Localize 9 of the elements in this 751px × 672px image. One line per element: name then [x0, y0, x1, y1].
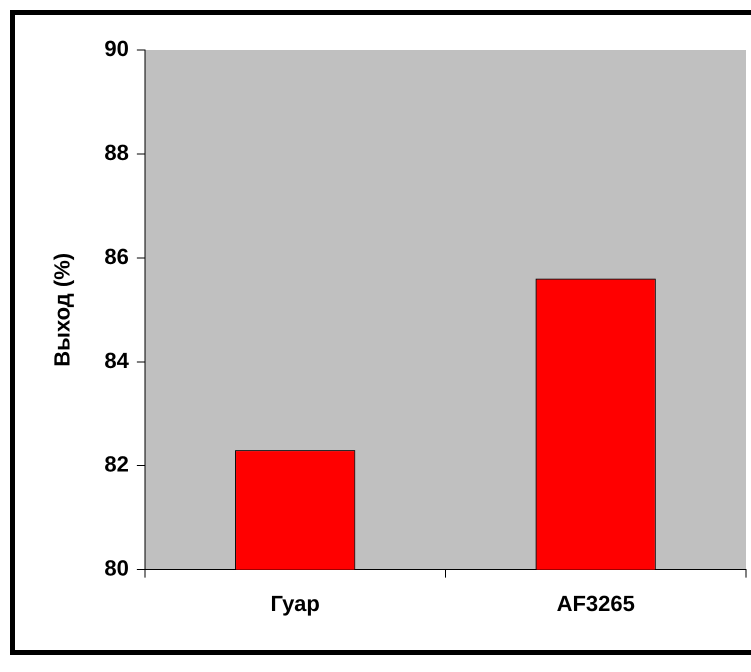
- x-tick-label: Гуар: [270, 590, 320, 616]
- y-tick-label: 84: [104, 348, 130, 373]
- y-tick-label: 82: [104, 452, 129, 477]
- y-tick-label: 90: [104, 36, 129, 62]
- y-tick-label: 80: [104, 556, 129, 581]
- x-tick-label: AF3265: [556, 590, 635, 616]
- y-axis-title: Выход (%): [49, 252, 74, 367]
- y-tick-label: 88: [104, 140, 129, 165]
- y-tick-label: 86: [104, 244, 129, 269]
